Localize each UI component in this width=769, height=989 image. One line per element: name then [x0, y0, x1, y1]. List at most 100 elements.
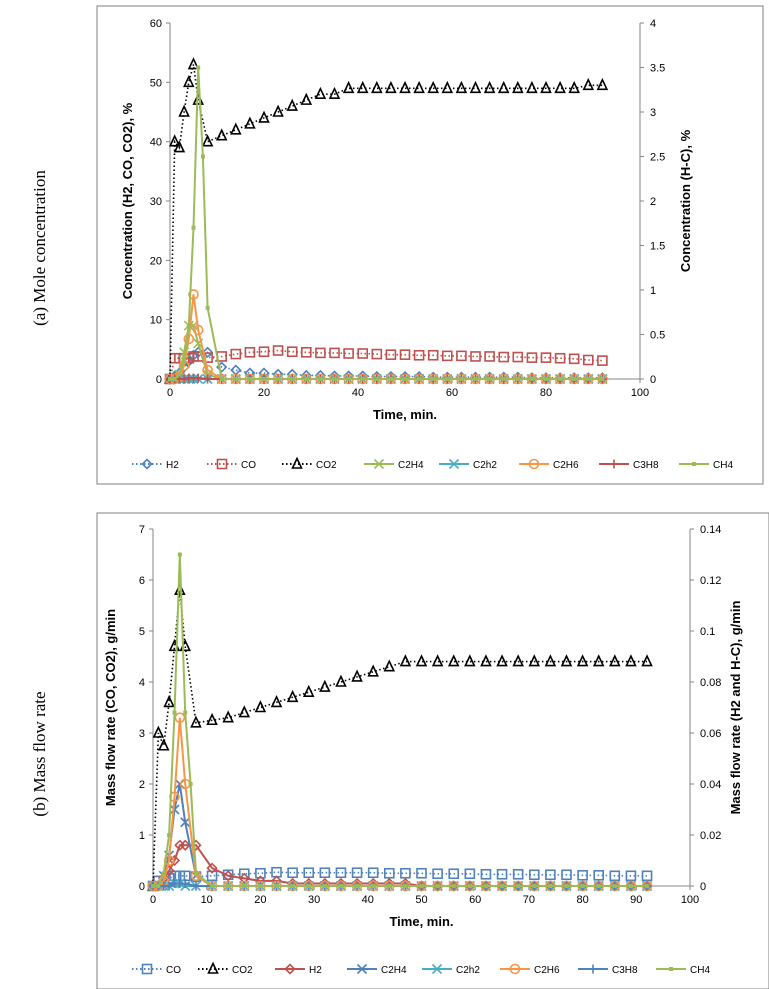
data-point	[371, 884, 376, 888]
data-point	[526, 352, 538, 363]
data-point	[512, 654, 524, 667]
data-point	[512, 868, 524, 880]
data-point	[497, 80, 510, 94]
data-point	[343, 348, 354, 359]
x-tick-label: 20	[254, 894, 266, 906]
legend: H2 CO CO2 C2H4 C2h2 C2H6 C3H8 CH4	[132, 456, 733, 471]
data-point	[529, 377, 534, 381]
data-point	[255, 867, 266, 879]
data-point	[276, 377, 281, 381]
data-point	[351, 867, 363, 879]
data-point	[548, 884, 553, 888]
data-point	[448, 868, 460, 880]
data-point	[319, 679, 331, 692]
data-point	[168, 854, 181, 867]
data-point	[314, 86, 327, 99]
data-point	[258, 110, 270, 123]
data-point	[247, 377, 252, 381]
data-point	[319, 867, 331, 879]
y-tick-label-left: 6	[139, 575, 145, 587]
data-point	[210, 884, 215, 888]
legend-marker	[207, 961, 219, 974]
data-point	[526, 80, 538, 94]
data-point	[304, 377, 309, 381]
y-tick-label-left: 20	[150, 255, 162, 267]
data-point	[191, 225, 196, 230]
x-tick-label: 80	[576, 894, 588, 906]
data-point	[168, 377, 172, 381]
data-point	[459, 377, 464, 381]
data-point	[501, 377, 506, 381]
data-point	[645, 884, 650, 888]
legend-marker	[588, 964, 598, 974]
data-point	[302, 684, 315, 698]
legend-marker	[291, 456, 303, 469]
data-point	[580, 884, 585, 888]
legend-marker	[528, 458, 540, 470]
data-point	[335, 674, 347, 687]
data-point	[597, 355, 608, 366]
data-point	[512, 80, 524, 94]
data-point	[226, 884, 231, 888]
data-point	[560, 654, 573, 667]
legend-marker	[356, 963, 368, 975]
x-tick-label: 0	[150, 894, 156, 906]
data-point	[371, 80, 383, 94]
data-point	[274, 884, 279, 888]
y-axis-title-left: Concentration (H2, CO, CO2), %	[120, 102, 135, 299]
y-tick-label-right: 1	[650, 285, 656, 297]
data-point	[258, 346, 270, 358]
y-tick-label-right: 0	[700, 881, 706, 893]
data-point	[329, 347, 340, 359]
y-tick-label-left: 50	[150, 77, 162, 89]
data-point	[641, 654, 653, 667]
x-axis-title: Time, min.	[373, 407, 437, 422]
data-point	[233, 377, 238, 381]
data-point	[290, 377, 295, 381]
data-point	[222, 870, 234, 882]
data-point	[469, 80, 482, 94]
data-point	[258, 884, 263, 888]
data-point	[182, 359, 187, 364]
data-point	[290, 884, 295, 888]
legend-marker	[609, 459, 619, 469]
data-point	[487, 377, 492, 381]
data-point	[528, 869, 540, 881]
legend-marker	[284, 963, 296, 975]
data-point	[399, 349, 411, 360]
series-line	[152, 590, 647, 887]
legend-label: C2h2	[456, 965, 480, 976]
data-point	[161, 871, 166, 876]
y-tick-label-right: 2	[650, 196, 656, 208]
data-point	[431, 377, 436, 381]
data-point	[432, 868, 443, 880]
legend-marker	[509, 963, 521, 975]
data-point	[367, 664, 379, 677]
y-tick-label-left: 0	[156, 374, 162, 386]
data-point	[168, 134, 181, 147]
data-point	[544, 377, 548, 381]
data-point	[172, 710, 177, 715]
data-point	[191, 881, 201, 891]
data-point	[544, 654, 557, 667]
data-point	[593, 869, 605, 881]
legend-label: C2H6	[553, 460, 579, 471]
legend: CO CO2 H2 C2H4 C2h2 C2H6 C3H8 CH4	[132, 961, 710, 976]
data-point	[399, 654, 412, 667]
data-point	[270, 695, 283, 708]
y-tick-label-right: 2.5	[650, 152, 665, 164]
legend-label: CO2	[316, 460, 337, 471]
y-tick-label-left: 30	[150, 196, 162, 208]
y-tick-label-left: 60	[150, 18, 162, 30]
x-tick-label: 10	[201, 894, 213, 906]
data-point	[342, 80, 355, 94]
data-point	[174, 712, 186, 724]
data-point	[596, 884, 601, 888]
data-point	[515, 377, 520, 381]
data-point	[286, 98, 298, 111]
data-point	[156, 884, 161, 888]
data-point	[351, 669, 363, 682]
data-point	[447, 654, 460, 667]
data-point	[403, 377, 407, 381]
